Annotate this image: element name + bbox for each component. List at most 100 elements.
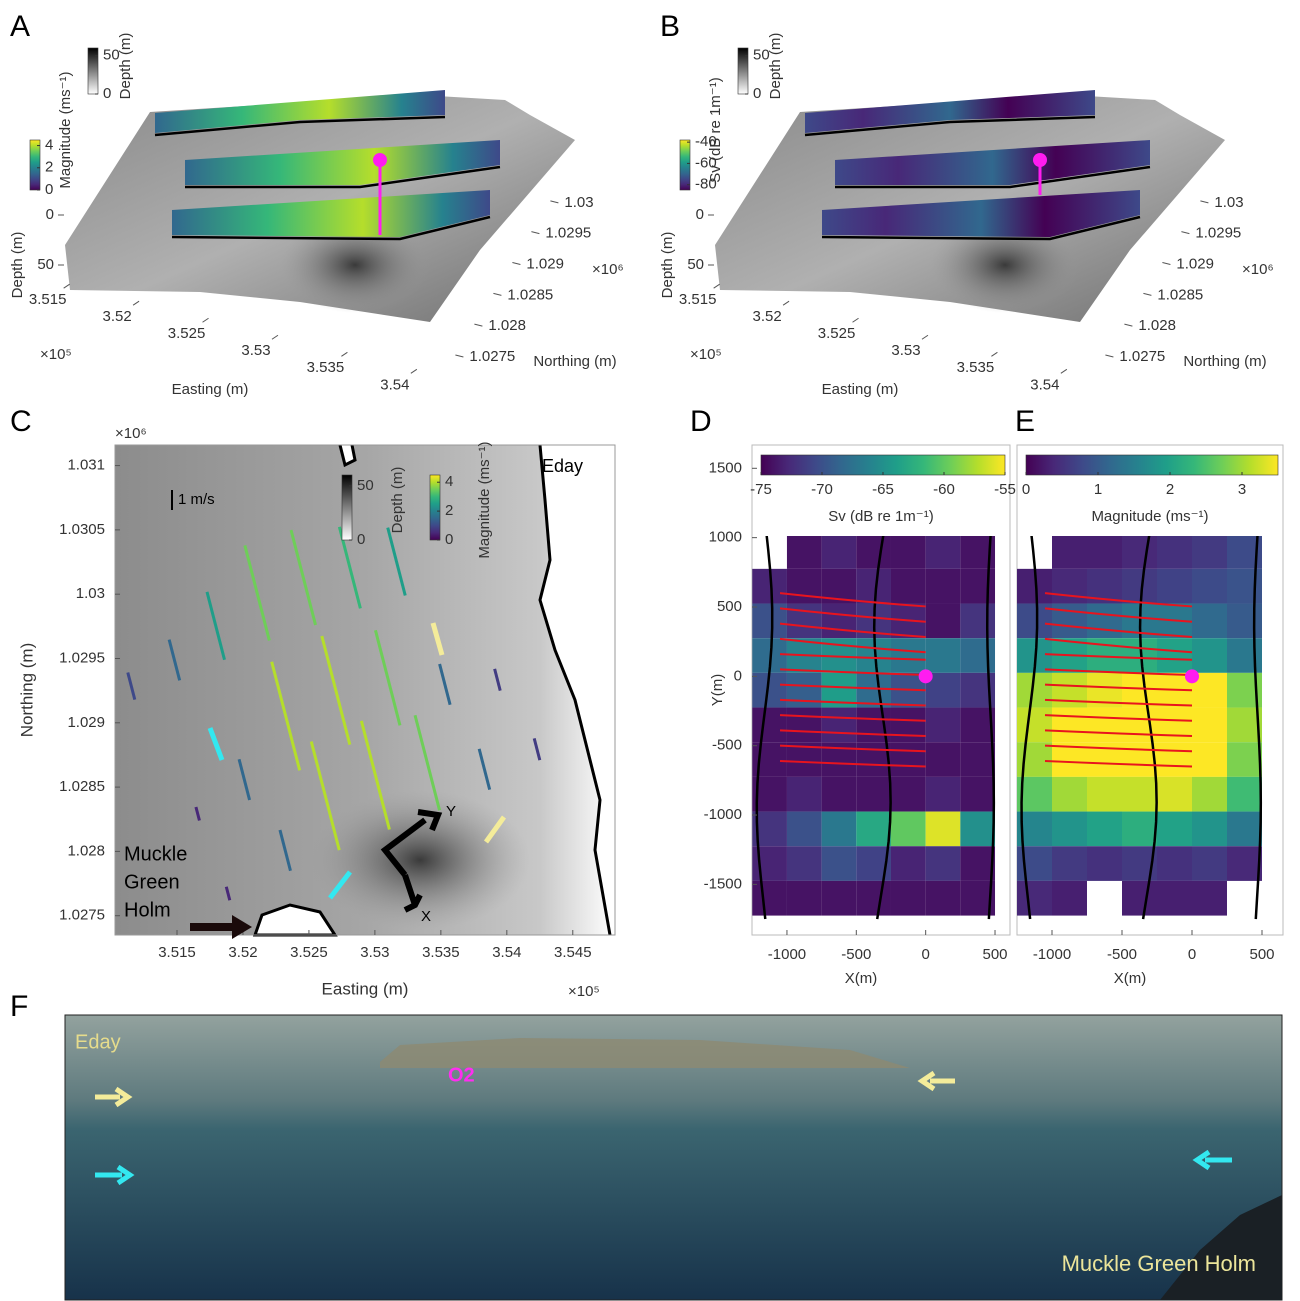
x-tick-label: 3.52	[102, 308, 131, 325]
heat-cell	[1122, 534, 1157, 569]
x-exponent: ×10⁵	[690, 346, 722, 363]
heat-cell	[1017, 708, 1052, 743]
heat-cell	[1157, 777, 1192, 812]
heat-cell	[960, 846, 995, 881]
x-exponent: ×10⁵	[40, 346, 72, 363]
figure: A3.5153.523.5253.533.5353.54×10⁵Easting …	[0, 0, 1300, 1301]
heat-cell	[891, 881, 926, 916]
colorbar-label: Magnitude (ms⁻¹)	[476, 441, 493, 558]
heat-cell	[1192, 846, 1227, 881]
y-tick-label: 1.0285	[1157, 286, 1203, 303]
heat-cell	[891, 569, 926, 604]
colorbar-label: Sv (dB re 1m⁻¹)	[828, 508, 933, 525]
heat-cell	[1052, 534, 1087, 569]
heat-cell	[787, 812, 822, 847]
x-axis-label: X(m)	[845, 970, 878, 987]
y-tick	[1124, 324, 1132, 326]
colorbar	[30, 140, 40, 190]
x-tick-label: -1000	[768, 946, 806, 963]
heat-cell	[1192, 777, 1227, 812]
colorbar-tick-label: 1	[1094, 481, 1102, 498]
heat-cell	[1122, 777, 1157, 812]
holm-label: Green	[124, 871, 180, 893]
heat-cell	[1192, 604, 1227, 639]
heat-cell	[1122, 569, 1157, 604]
heat-cell	[1192, 569, 1227, 604]
colorbar	[738, 48, 748, 94]
y-axis-label: Northing (m)	[17, 643, 36, 737]
heat-cell	[822, 846, 857, 881]
x-tick-label: 3.53	[241, 342, 270, 359]
colorbar-tick-label: 0	[753, 85, 761, 102]
heat-cell	[1192, 812, 1227, 847]
heat-cell	[1052, 881, 1087, 916]
y-tick-label: 500	[717, 598, 742, 615]
x-tick-label: 500	[1249, 946, 1274, 963]
x-tick	[783, 301, 789, 305]
x-tick-label: 3.54	[492, 944, 521, 961]
heat-cell	[1227, 604, 1262, 639]
colorbar-tick-label: 0	[45, 181, 53, 198]
heat-cell	[1087, 708, 1122, 743]
colorbar-tick-label: -55	[994, 481, 1016, 498]
heat-cell	[891, 812, 926, 847]
colorbar-label: Depth (m)	[767, 33, 784, 100]
heat-cell	[752, 881, 787, 916]
x-tick	[64, 284, 70, 288]
heat-cell	[787, 881, 822, 916]
heat-cell	[926, 534, 961, 569]
station-marker	[919, 669, 933, 683]
heat-cell	[822, 534, 857, 569]
colorbar	[1026, 455, 1278, 475]
site-label: O2	[448, 1064, 475, 1086]
y-tick-label: 1.03	[1214, 194, 1243, 211]
x-tick	[714, 284, 720, 288]
panel-label: A	[10, 10, 30, 43]
heat-cell	[856, 812, 891, 847]
y-tick	[455, 355, 463, 357]
heat-cell	[1052, 812, 1087, 847]
x-tick-label: 3.515	[158, 944, 196, 961]
x-tick	[411, 369, 417, 373]
y-tick-label: 1.0295	[1195, 225, 1241, 242]
heat-cell	[926, 708, 961, 743]
y-tick	[493, 293, 501, 295]
heat-cell	[1157, 846, 1192, 881]
heat-cell	[1052, 569, 1087, 604]
y-axis-label: Northing (m)	[533, 353, 616, 370]
x-tick	[991, 352, 997, 356]
heat-cell	[960, 812, 995, 847]
y-tick-label: 1.03	[564, 194, 593, 211]
heat-cell	[856, 534, 891, 569]
colorbar-tick-label: -60	[933, 481, 955, 498]
heat-cell	[1087, 604, 1122, 639]
z-tick-label: 0	[696, 206, 704, 223]
colorbar-tick-label: 4	[445, 473, 453, 490]
y-exponent: ×10⁶	[115, 425, 147, 442]
heat-cell	[1052, 708, 1087, 743]
y-tick-label: 1.029	[526, 255, 564, 272]
scale-label: 1 m/s	[178, 491, 215, 508]
z-tick-label: 50	[687, 256, 704, 273]
colorbar-label: Magnitude (ms⁻¹)	[1091, 508, 1208, 525]
y-tick-label: -500	[712, 737, 742, 754]
heat-cell	[856, 777, 891, 812]
colorbar-label: Sv (dB re 1m⁻¹)	[707, 77, 724, 182]
y-tick-label: 1.03	[76, 585, 105, 602]
heat-cell	[891, 534, 926, 569]
colorbar-tick-label: 3	[1238, 481, 1246, 498]
colorbar	[680, 140, 690, 190]
heat-cell	[926, 846, 961, 881]
station-marker	[1033, 153, 1047, 167]
y-tick	[550, 201, 558, 203]
x-tick	[133, 301, 139, 305]
heat-cell	[1157, 708, 1192, 743]
heat-cell	[1227, 742, 1262, 777]
heat-cell	[960, 569, 995, 604]
heat-cell	[822, 604, 857, 639]
heat-cell	[1087, 812, 1122, 847]
heat-cell	[1157, 534, 1192, 569]
x-tick-label: 3.54	[380, 376, 409, 393]
x-tick-label: -1000	[1033, 946, 1071, 963]
heat-cell	[822, 777, 857, 812]
